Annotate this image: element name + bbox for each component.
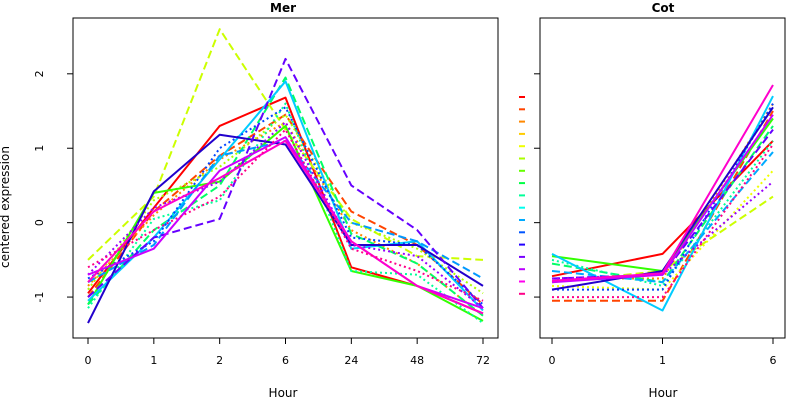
series-line-16: [87, 139, 484, 315]
series-line-5: [87, 113, 484, 295]
x-tick-label: 24: [344, 354, 358, 367]
series-line-14: [551, 180, 774, 280]
y-axis-label: centered expression: [0, 146, 12, 268]
x-tick-label: 2: [216, 354, 223, 367]
series-line-17: [87, 128, 484, 302]
x-tick-label: 6: [282, 354, 289, 367]
x-axis: 0 1 6: [549, 338, 777, 367]
series-line-11: [552, 103, 774, 291]
series-line-2: [552, 110, 774, 302]
y-tick-label: 1: [33, 145, 46, 152]
series-line-12: [551, 106, 774, 291]
series-line-2: [87, 113, 484, 306]
x-tick-label: 72: [476, 354, 490, 367]
x-axis-label: Hour: [269, 386, 298, 400]
series-line-7: [551, 125, 774, 284]
series-layer: [551, 84, 774, 312]
x-tick-label: 0: [549, 354, 556, 367]
y-tick-label: -1: [33, 292, 46, 303]
plot-frame: [72, 17, 499, 339]
panel-title: Cot: [652, 1, 675, 15]
panel-cot: Cot 0 1 6 Hour: [519, 1, 786, 400]
series-line-17: [552, 143, 774, 299]
series-line-15: [551, 114, 774, 284]
series-line-3: [87, 121, 484, 317]
color-legend: [519, 96, 525, 295]
series-line-8: [87, 102, 484, 324]
series-line-12: [87, 133, 484, 324]
panel-title: Mer: [270, 1, 296, 15]
y-tick-label: 2: [33, 70, 46, 77]
x-axis: 0 1 2 6 24 48 72: [85, 338, 490, 367]
series-line-10: [551, 151, 774, 284]
series-line-11: [87, 106, 484, 306]
x-tick-label: 6: [770, 354, 777, 367]
y-axis: [534, 73, 540, 298]
series-line-13: [551, 128, 774, 280]
x-tick-label: 0: [85, 354, 92, 367]
x-tick-label: 1: [150, 354, 157, 367]
series-layer: [87, 28, 484, 324]
y-axis: -1 0 1 2: [33, 70, 73, 303]
panel-mer: Mer -1 0 1 2 0 1 2 6 24 48 72 Hour: [33, 1, 499, 400]
x-axis-label: Hour: [649, 386, 678, 400]
series-line-16: [551, 84, 774, 282]
series-line-13: [87, 57, 484, 309]
x-tick-label: 48: [410, 354, 424, 367]
y-tick-label: 0: [33, 219, 46, 226]
series-line-4: [87, 28, 484, 261]
x-tick-label: 1: [659, 354, 666, 367]
series-line-8: [551, 140, 774, 287]
series-line-10: [87, 139, 484, 284]
